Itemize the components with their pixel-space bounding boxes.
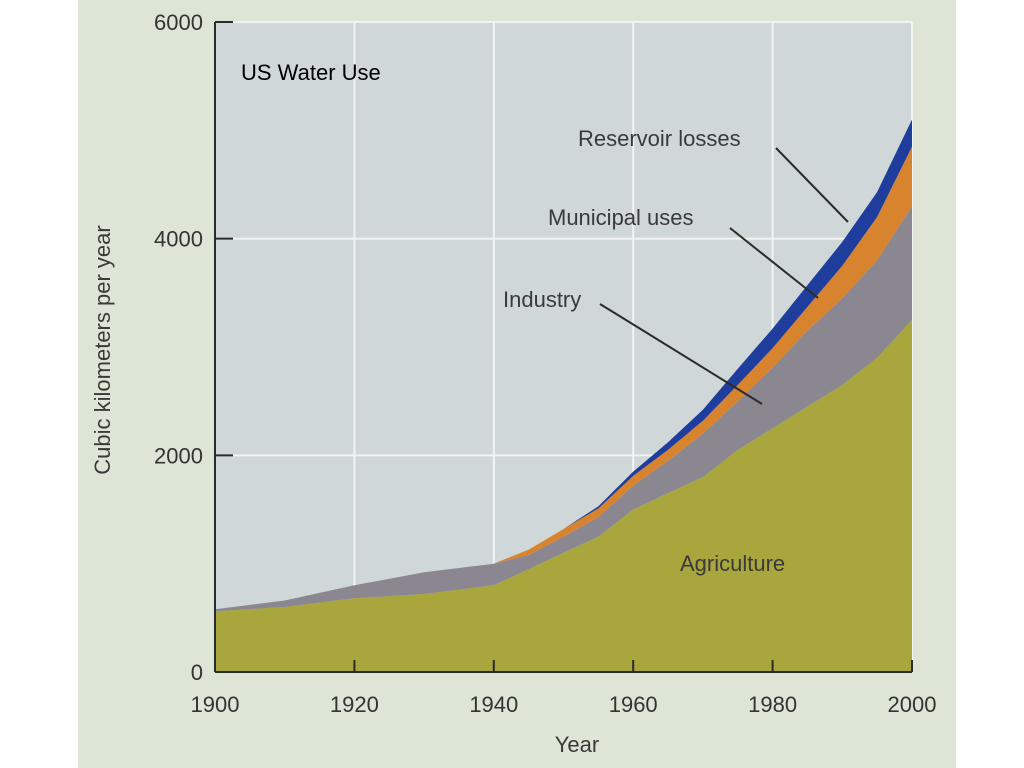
annotation-reservoir-losses: Reservoir losses [578, 126, 741, 151]
y-tick-label-2000: 2000 [154, 443, 203, 468]
x-tick-label-1900: 1900 [191, 692, 240, 717]
x-tick-label-1940: 1940 [469, 692, 518, 717]
x-tick-label-2000: 2000 [888, 692, 937, 717]
municipal-uses-leader-line [729, 227, 819, 299]
tick-labels: 1900 1920 1940 1960 1980 2000 0 2000 4000 6000 [154, 10, 936, 717]
x-tick-label-1920: 1920 [330, 692, 379, 717]
area-agriculture [215, 319, 912, 672]
y-tick-label-0: 0 [191, 660, 203, 685]
stacked-areas [215, 119, 912, 672]
annotation-municipal-uses: Municipal uses [548, 205, 694, 230]
reservoir-losses-leader-line [775, 147, 849, 223]
chart-title: US Water Use [241, 60, 381, 85]
x-tick-label-1980: 1980 [748, 692, 797, 717]
y-axis-title: Cubic kilometers per year [90, 225, 115, 474]
annotation-industry: Industry [503, 287, 581, 312]
annotation-agriculture: Agriculture [680, 551, 785, 576]
y-tick-label-6000: 6000 [154, 10, 203, 35]
x-tick-label-1960: 1960 [609, 692, 658, 717]
axes [214, 21, 913, 673]
y-tick-label-4000: 4000 [154, 227, 203, 252]
area-industry [215, 206, 912, 612]
industry-leader-line [599, 303, 763, 405]
x-axis-title: Year [555, 732, 599, 757]
